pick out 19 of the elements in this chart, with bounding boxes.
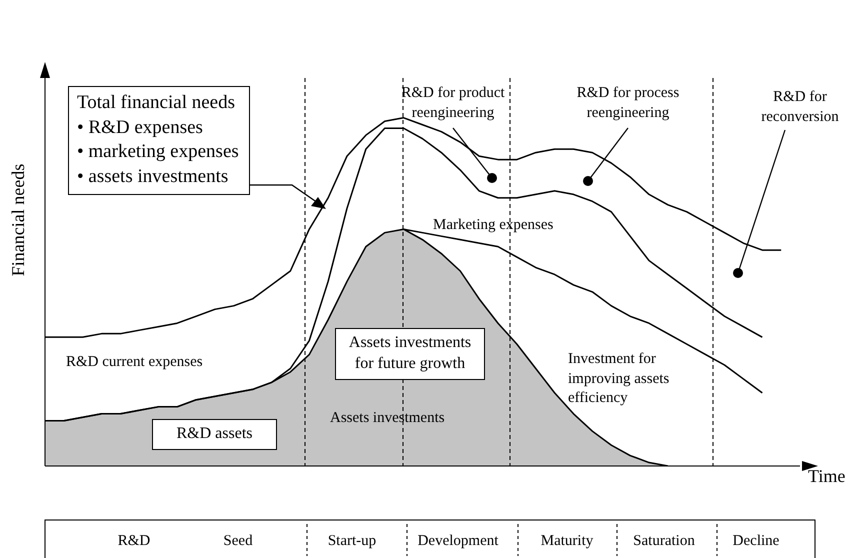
x-axis-title: Time [808, 466, 846, 486]
text: Saturation [633, 533, 696, 549]
annotation: Total financial needs • R&D expenses • marketing expenses • assets investments [68, 86, 250, 195]
text: Seed [223, 533, 254, 549]
text: Start-up [328, 533, 376, 549]
text: Development [418, 533, 500, 549]
annotation: R&D for process reengineering [576, 84, 680, 122]
annotation: R&D current expenses [66, 353, 204, 372]
text: Decline [732, 533, 780, 549]
annotation: Investment for improving assets efficiency [568, 350, 670, 408]
text: Maturity [540, 533, 594, 549]
annotation: R&D for product reengineering [400, 84, 506, 122]
text: R&D [118, 533, 150, 549]
annotation: R&D assets [152, 419, 277, 450]
annotation: Marketing expenses [433, 216, 554, 235]
annotation: R&D for reconversion [760, 88, 840, 126]
annotation: Assets investments [330, 409, 446, 428]
annotation: Assets investments for future growth [335, 328, 485, 380]
y-axis-title: Financial needs [8, 164, 28, 276]
